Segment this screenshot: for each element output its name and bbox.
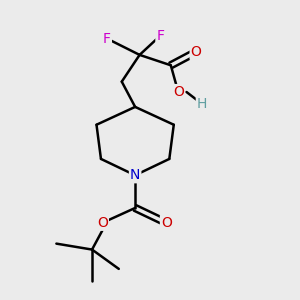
Text: O: O (173, 85, 184, 99)
Text: O: O (190, 45, 202, 59)
Text: O: O (97, 216, 108, 230)
Text: H: H (197, 97, 207, 111)
Text: O: O (161, 216, 172, 230)
Text: F: F (156, 28, 164, 43)
Text: N: N (130, 168, 140, 182)
Text: F: F (103, 32, 111, 46)
